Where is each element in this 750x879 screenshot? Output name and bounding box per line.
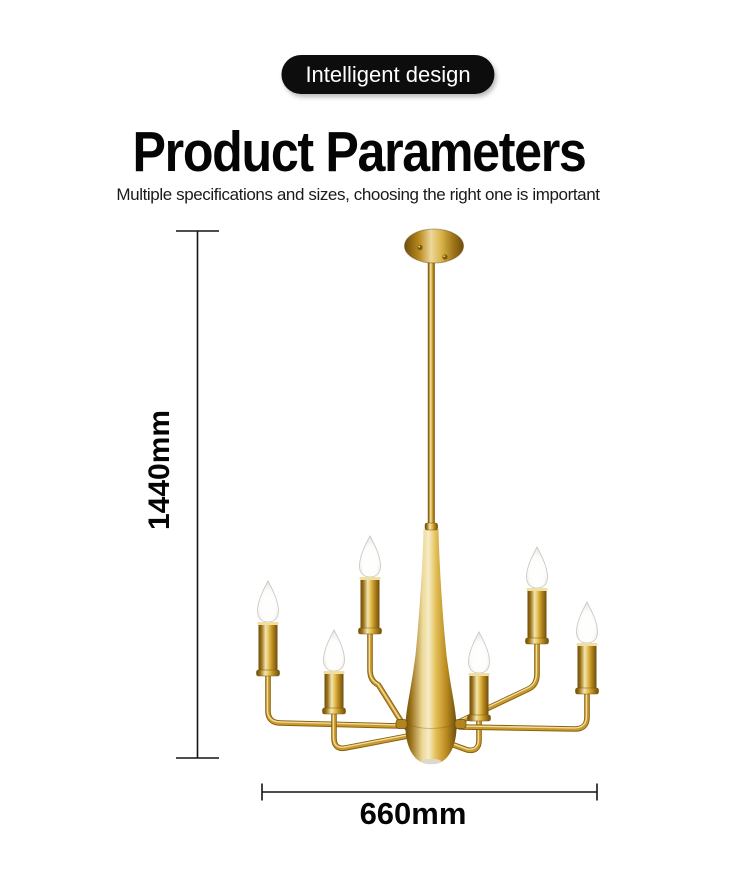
rod-joint bbox=[424, 522, 438, 531]
candle-sleeve bbox=[324, 671, 344, 714]
candle bbox=[575, 601, 599, 695]
ceiling-canopy bbox=[404, 228, 464, 264]
sleeve-rim bbox=[359, 577, 381, 580]
body-seam bbox=[405, 723, 457, 729]
candle-sleeve bbox=[258, 622, 278, 676]
candle-sleeve bbox=[577, 643, 597, 694]
chandelier-arm bbox=[331, 709, 458, 752]
width-dimension-label: 660mm bbox=[359, 796, 467, 831]
candle-bulb bbox=[359, 535, 381, 578]
height-dimension-line bbox=[176, 230, 219, 759]
body-bottom-cap bbox=[421, 758, 441, 765]
sleeve-collar bbox=[467, 714, 491, 722]
chandelier-arm bbox=[367, 629, 404, 724]
candle-sleeve bbox=[469, 673, 489, 721]
candle-bulb bbox=[257, 580, 279, 623]
sleeve-rim bbox=[468, 673, 490, 676]
sleeve-rim bbox=[257, 622, 279, 625]
candle bbox=[467, 631, 491, 722]
candle-bulb bbox=[323, 629, 345, 672]
arm-hub-right bbox=[454, 719, 467, 729]
candle bbox=[525, 546, 549, 645]
chandelier-arm bbox=[404, 716, 482, 754]
candle-bulb bbox=[526, 546, 548, 589]
canopy-screw bbox=[417, 244, 423, 251]
sleeve-rim bbox=[323, 671, 345, 674]
width-dimension-line bbox=[261, 783, 598, 801]
chandelier-body bbox=[395, 529, 467, 765]
candle bbox=[358, 535, 382, 635]
candle bbox=[256, 580, 280, 677]
sleeve-collar bbox=[575, 687, 599, 695]
page-title: Product Parameters bbox=[132, 120, 587, 184]
sleeve-collar bbox=[322, 707, 346, 715]
page-subtitle: Multiple specifications and sizes, choos… bbox=[116, 185, 600, 204]
candle-sleeve bbox=[360, 577, 380, 634]
candle bbox=[322, 629, 346, 715]
chandelier-arms bbox=[265, 629, 590, 754]
arm-hub-left bbox=[395, 719, 408, 729]
intelligent-design-badge: Intelligent design bbox=[281, 55, 495, 95]
sleeve-collar bbox=[525, 637, 549, 645]
sleeve-rim bbox=[526, 588, 548, 591]
canopy-screw bbox=[442, 254, 448, 260]
sleeve-collar bbox=[256, 669, 280, 677]
candle-sleeve bbox=[527, 588, 547, 644]
sleeve-collar bbox=[358, 627, 382, 635]
sleeve-rim bbox=[576, 643, 598, 646]
candle-bulb bbox=[468, 631, 490, 674]
hanging-rod bbox=[424, 258, 438, 531]
height-dimension-label: 1440mm bbox=[143, 409, 176, 531]
chandelier-arm bbox=[265, 671, 403, 729]
chandelier-arm bbox=[457, 689, 590, 732]
candle-bulb bbox=[576, 601, 598, 644]
chandelier-arm bbox=[456, 639, 540, 725]
